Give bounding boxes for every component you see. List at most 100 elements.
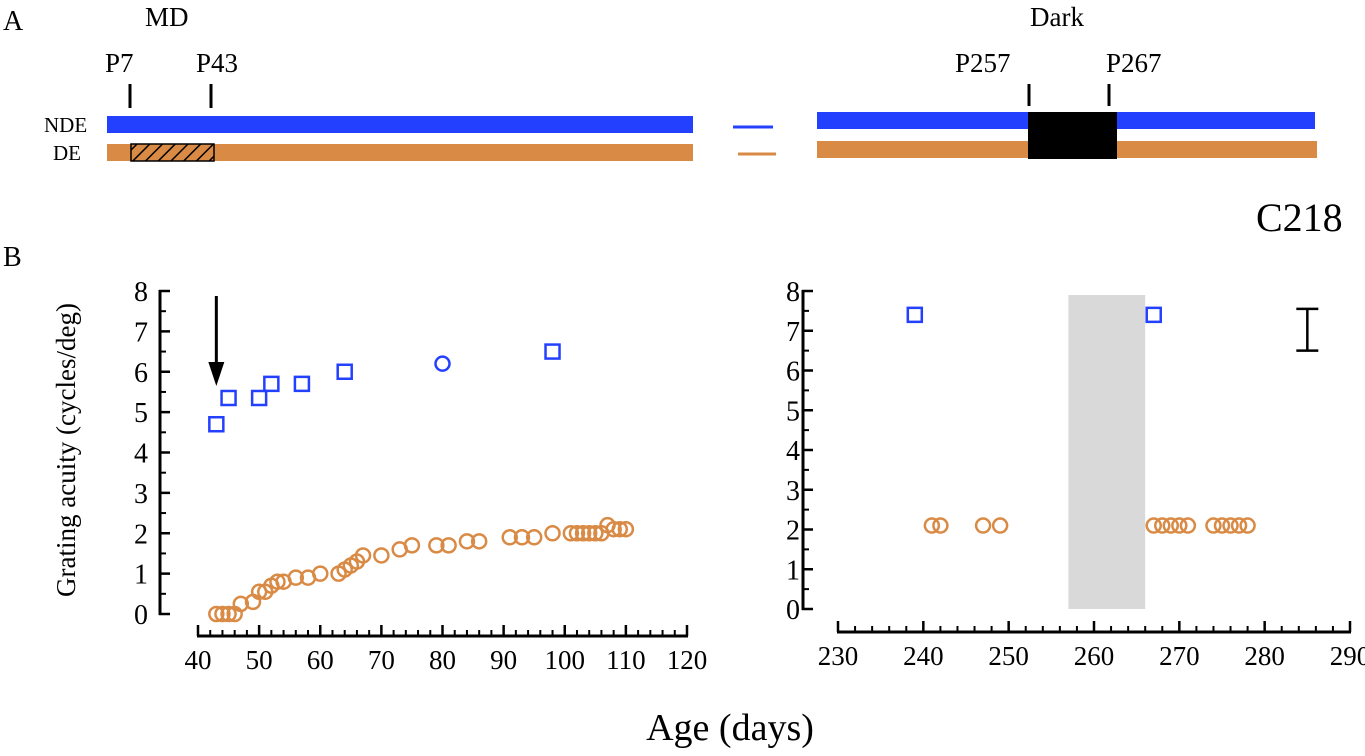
nde-square-point [263,375,280,393]
de-circle-point [470,533,488,550]
de-circle-point [991,517,1009,534]
x-tick-label: 90 [490,645,517,675]
de-circle-point [525,529,543,546]
de-circle-point [208,605,225,623]
y-tick-label: 4 [786,436,800,467]
y-tick-label: 5 [786,396,800,427]
md-label: MD [145,2,189,32]
nde-square-point [906,306,924,324]
de-circle-point [580,525,598,542]
dark-label: Dark [1030,2,1084,32]
y-tick-label: 2 [134,519,148,550]
row-label-nde: NDE [44,113,87,137]
de-circle-point [501,529,518,546]
x-tick-label: 250 [988,641,1029,671]
de-circle-point [562,525,580,542]
de-circle-point [923,517,941,534]
de-circle-point [1230,517,1248,534]
de-circle-point [232,595,250,613]
de-circle-point [568,525,586,542]
x-tick-label: 110 [606,645,646,675]
nde-circle-point [434,355,451,372]
y-tick-label: 6 [786,357,800,388]
de-circle-point [1162,517,1180,534]
x-tick-label: 290 [1330,641,1365,671]
x-tick-label: 70 [368,645,395,675]
nde-square-point [293,375,311,393]
de-circle-point [312,565,329,582]
y-tick-label: 6 [134,358,148,389]
y-tick-label: 2 [786,516,800,547]
y-tick-label: 7 [786,317,800,348]
x-tick-label: 100 [545,645,586,675]
x-tick-label: 240 [903,641,944,671]
x-tick-label: 270 [1159,641,1200,671]
de-circle-point [1222,517,1239,534]
x-tick-label: 40 [185,645,212,675]
y-tick-label: 0 [134,600,148,631]
de-circle-point [1171,517,1188,534]
arrow-head [208,362,225,386]
x-tick-label: 280 [1244,641,1285,671]
de-circle-point [617,520,635,538]
y-tick-label: 8 [134,277,148,308]
y-tick-label: 4 [134,439,148,470]
row-label-de: DE [53,141,81,165]
animal-id: C218 [1256,195,1343,240]
marker-p43-label: P43 [196,48,238,78]
x-tick-label: 260 [1074,641,1115,671]
x-tick-label: 60 [307,645,334,675]
de-circle-point [513,529,531,546]
y-tick-label: 1 [134,560,148,591]
nde-bar-left [107,116,693,133]
de-circle-point [287,569,305,586]
plot-right: 0 1 2 3 4 5 6 7 8 230 240 250 260 270 280 290 [786,277,1365,671]
de-bar-left [107,144,693,161]
marker-p257-label: P257 [955,48,1011,78]
nde-square-point [336,363,353,380]
y-tick-label: 7 [134,317,148,348]
nde-square-point [1145,306,1162,324]
x-tick-label: 50 [246,645,273,675]
de-circle-point [373,547,390,564]
de-circle-point [269,573,286,590]
panel-a-label: A [3,6,24,37]
nde-square-point [208,415,225,433]
y-tick-label: 3 [786,476,800,507]
de-circle-point [974,517,992,534]
nde-square-point [250,389,268,407]
dark-rearing-box [1028,112,1117,159]
panel-b-label: B [3,242,22,273]
de-circle-point [440,537,457,554]
md-hatched-box [130,143,215,162]
de-circle-point [544,525,561,542]
x-tick-label: 80 [429,645,456,675]
y-tick-label: 0 [786,595,800,626]
y-axis-label: Grating acuity (cycles/deg) [51,303,81,597]
x-axis-label: Age (days) [646,707,814,749]
de-circle-point [1154,517,1171,534]
de-circle-point [1213,517,1231,534]
y-tick-label: 8 [786,277,800,308]
de-circle-point [605,520,622,538]
de-circle-point [1179,517,1197,534]
de-circle-point [932,517,949,534]
de-circle-point [1145,517,1162,534]
nde-square-point [544,343,561,360]
de-circle-point [611,520,629,538]
de-circle-point [574,525,592,542]
x-tick-label: 230 [818,641,859,671]
y-tick-label: 1 [786,555,800,586]
y-tick-label: 3 [134,479,148,510]
de-circle-point [354,547,372,564]
de-circle-point [403,537,421,554]
marker-p7-label: P7 [105,48,134,78]
y-tick-label: 5 [134,398,148,429]
plot-left: 0 1 2 3 4 5 6 7 8 40 50 60 70 80 90 100 110 120 [134,277,707,675]
x-tick-label: 120 [667,645,708,675]
de-circle-point [428,537,445,554]
de-circle-point [214,605,231,623]
de-circle-point [458,533,476,550]
de-circle-point [1239,517,1256,534]
